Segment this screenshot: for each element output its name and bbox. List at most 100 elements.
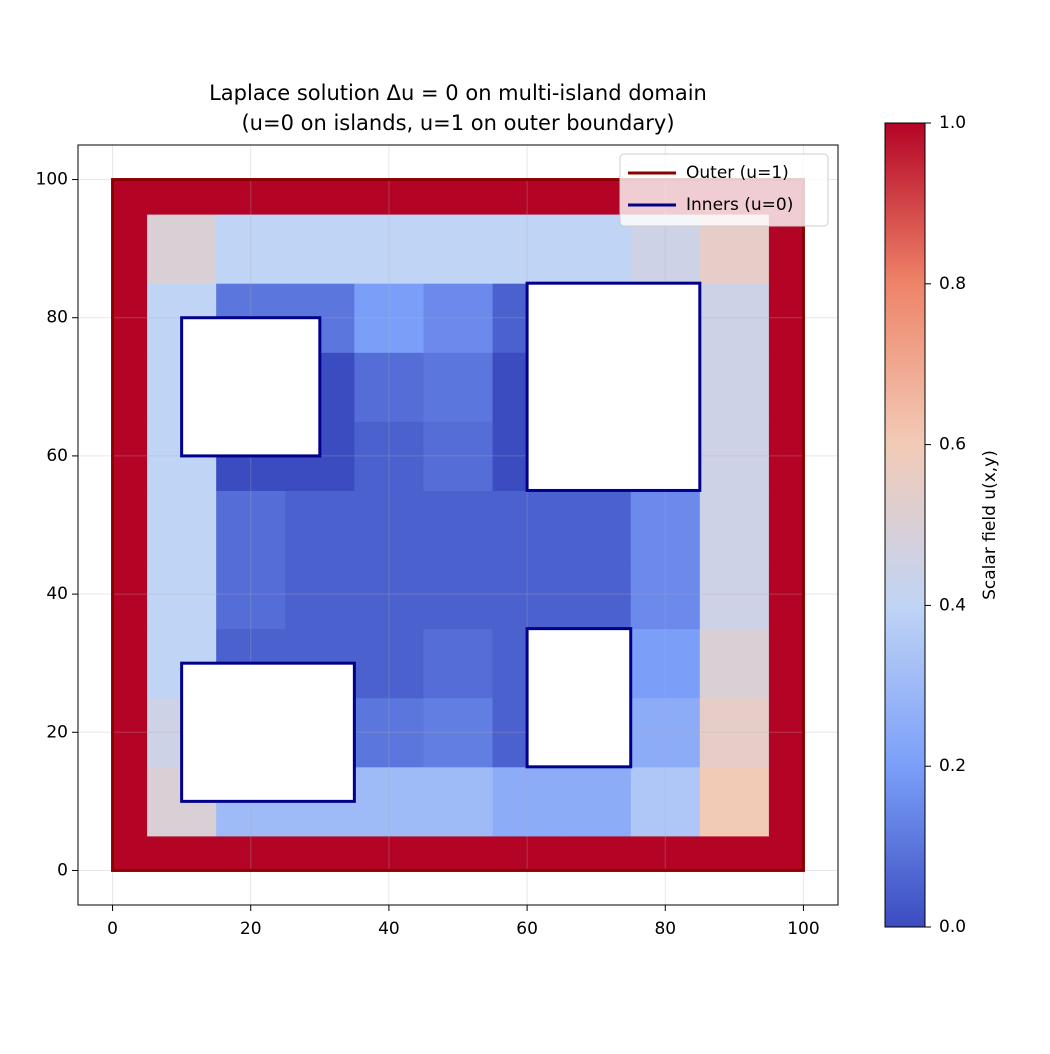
field-cell bbox=[285, 179, 355, 215]
field-cell bbox=[112, 179, 148, 215]
x-tick-label: 100 bbox=[787, 919, 819, 939]
y-tick-label: 60 bbox=[46, 446, 68, 466]
field-cell bbox=[354, 835, 424, 871]
field-cell bbox=[768, 352, 804, 422]
y-tick-label: 0 bbox=[57, 860, 68, 880]
island bbox=[525, 627, 633, 769]
field-cell bbox=[492, 179, 563, 215]
colorbar-label: Scalar field u(x,y) bbox=[980, 450, 1000, 600]
colorbar bbox=[884, 122, 926, 928]
field-cell bbox=[423, 697, 494, 768]
field-cell bbox=[112, 214, 148, 284]
field-cell bbox=[630, 697, 701, 768]
field-cell bbox=[112, 835, 148, 871]
x-tick-label: 80 bbox=[654, 919, 676, 939]
colorbar-tick-label: 0.2 bbox=[939, 756, 966, 776]
field-cell bbox=[561, 559, 632, 630]
field-cell bbox=[112, 766, 148, 837]
field-cell bbox=[423, 766, 494, 837]
x-tick-label: 60 bbox=[516, 919, 538, 939]
x-tick-label: 20 bbox=[240, 919, 262, 939]
field-cell bbox=[630, 835, 701, 871]
field-cell bbox=[768, 697, 804, 768]
field-cell bbox=[216, 835, 286, 871]
field-cell bbox=[561, 490, 632, 561]
field-cell bbox=[112, 352, 148, 422]
field-cell bbox=[768, 421, 804, 491]
colorbar-tick-label: 0.4 bbox=[939, 595, 966, 615]
field-cell bbox=[699, 352, 770, 422]
field-cell bbox=[354, 283, 424, 353]
chart-title: Laplace solution Δu = 0 on multi-island … bbox=[209, 81, 707, 105]
field-cell bbox=[112, 628, 148, 699]
field-cell bbox=[423, 421, 494, 491]
chart-subtitle: (u=0 on islands, u=1 on outer boundary) bbox=[241, 111, 674, 135]
field-cell bbox=[699, 421, 770, 491]
field-cell bbox=[423, 835, 494, 871]
field-cell bbox=[147, 179, 217, 215]
colorbar-tick-label: 0.6 bbox=[939, 435, 966, 455]
field-cell bbox=[768, 766, 804, 837]
field-cell bbox=[147, 559, 217, 630]
field-cell bbox=[112, 421, 148, 491]
field-cell bbox=[699, 697, 770, 768]
field-cell bbox=[354, 421, 424, 491]
field-cell bbox=[354, 214, 424, 284]
colorbar-tick-label: 1.0 bbox=[939, 113, 966, 133]
field-cell bbox=[630, 766, 701, 837]
field-cell bbox=[285, 490, 355, 561]
field-cell bbox=[492, 490, 563, 561]
field-cell bbox=[354, 559, 424, 630]
field-cell bbox=[423, 490, 494, 561]
field-cell bbox=[354, 490, 424, 561]
field-cell bbox=[630, 628, 701, 699]
field-cell bbox=[768, 559, 804, 630]
field-cell bbox=[112, 490, 148, 561]
field-cell bbox=[216, 559, 286, 630]
field-cell bbox=[216, 490, 286, 561]
field-cell bbox=[492, 766, 563, 837]
field-cell bbox=[768, 490, 804, 561]
field-cell bbox=[492, 559, 563, 630]
legend-label: Inners (u=0) bbox=[686, 195, 793, 215]
field-cell bbox=[492, 835, 563, 871]
field-cell bbox=[492, 214, 563, 284]
field-cell bbox=[423, 628, 494, 699]
y-tick-label: 100 bbox=[36, 170, 68, 190]
field-cell bbox=[285, 214, 355, 284]
legend-label: Outer (u=1) bbox=[686, 163, 789, 183]
field-cell bbox=[216, 179, 286, 215]
colorbar-tick-label: 0.0 bbox=[939, 917, 966, 937]
field-cell bbox=[699, 628, 770, 699]
island bbox=[525, 281, 702, 492]
plot-frame bbox=[77, 144, 839, 906]
field-cell bbox=[285, 835, 355, 871]
field-cell bbox=[423, 352, 494, 422]
field-cell bbox=[147, 490, 217, 561]
field-cell bbox=[768, 835, 804, 871]
field-cell bbox=[768, 283, 804, 353]
field-cell bbox=[699, 766, 770, 837]
field-cell bbox=[423, 179, 494, 215]
field-cell bbox=[699, 559, 770, 630]
island bbox=[180, 661, 356, 803]
field-cell bbox=[354, 179, 424, 215]
field-cell bbox=[423, 214, 494, 284]
field-cell bbox=[423, 283, 494, 353]
field-cell bbox=[768, 628, 804, 699]
y-tick-label: 40 bbox=[46, 584, 68, 604]
x-tick-label: 0 bbox=[107, 919, 118, 939]
y-tick-label: 80 bbox=[46, 308, 68, 328]
field-cell bbox=[147, 835, 217, 871]
field-cell bbox=[285, 559, 355, 630]
field-cell bbox=[561, 766, 632, 837]
y-tick-label: 20 bbox=[46, 722, 68, 742]
outer-boundary bbox=[111, 178, 805, 872]
field-cell bbox=[699, 835, 770, 871]
field-cell bbox=[354, 766, 424, 837]
field-cell bbox=[630, 490, 701, 561]
colorbar-tick-label: 0.8 bbox=[939, 274, 966, 294]
field-cell bbox=[561, 835, 632, 871]
field-cell bbox=[354, 352, 424, 422]
field-cell bbox=[699, 490, 770, 561]
